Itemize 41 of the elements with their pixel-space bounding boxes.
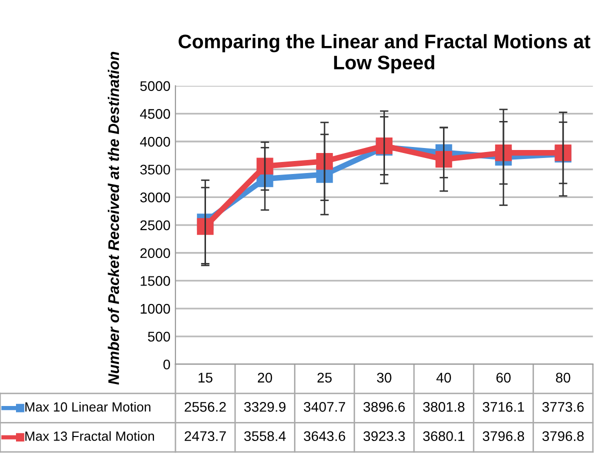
data-label: 3329.9	[244, 402, 286, 412]
y-tick-label: 3000	[140, 192, 170, 202]
point	[316, 153, 333, 170]
data-label: 3643.6	[304, 431, 346, 442]
x-tick-label: 40	[436, 372, 451, 383]
x-tick-label: 80	[556, 372, 570, 383]
y-tick-label: 5000	[140, 81, 170, 92]
data-label: 3796.8	[482, 431, 524, 442]
point	[435, 151, 452, 168]
y-tick-label: 500	[148, 332, 170, 342]
y-tick-label: 1500	[140, 276, 170, 286]
data-label: 3558.4	[244, 431, 286, 442]
y-tick-label: 4000	[140, 136, 170, 147]
data-label: 3896.6	[363, 402, 405, 412]
y-tick-label: 3500	[140, 164, 170, 175]
data-label: 3923.3	[363, 431, 405, 442]
y-axis-title: Number of Packet Received at the Destination	[108, 52, 120, 385]
data-label: 3716.1	[482, 402, 524, 412]
x-tick-label: 20	[258, 372, 272, 383]
data-label: 3680.1	[423, 431, 464, 442]
y-tick-label: 4500	[140, 109, 170, 119]
y-tick-label: 2000	[140, 248, 170, 258]
y-tick-label: 0	[163, 360, 170, 370]
point	[256, 158, 274, 174]
y-tick-label: 1000	[140, 304, 170, 314]
data-label: 2556.2	[184, 402, 226, 412]
data-label: 2473.7	[184, 431, 226, 442]
point	[495, 144, 512, 162]
y-tick-label: 2500	[140, 220, 170, 230]
legend-label: Max 13 Fractal Motion	[25, 431, 154, 441]
legend-label: Max 10 Linear Motion	[25, 402, 150, 412]
data-label: 3796.8	[542, 431, 584, 442]
x-tick-label: 25	[318, 372, 332, 383]
data-label: 3801.8	[423, 402, 464, 412]
chart-title: Comparing the Linear and Fractal Motions at Low Speed	[178, 34, 590, 74]
data-label: 3773.6	[542, 402, 584, 412]
x-tick-label: 15	[198, 372, 212, 383]
data-label: 3407.7	[304, 402, 346, 412]
x-tick-label: 30	[376, 372, 392, 383]
point	[196, 218, 214, 235]
x-tick-label: 60	[496, 372, 511, 383]
